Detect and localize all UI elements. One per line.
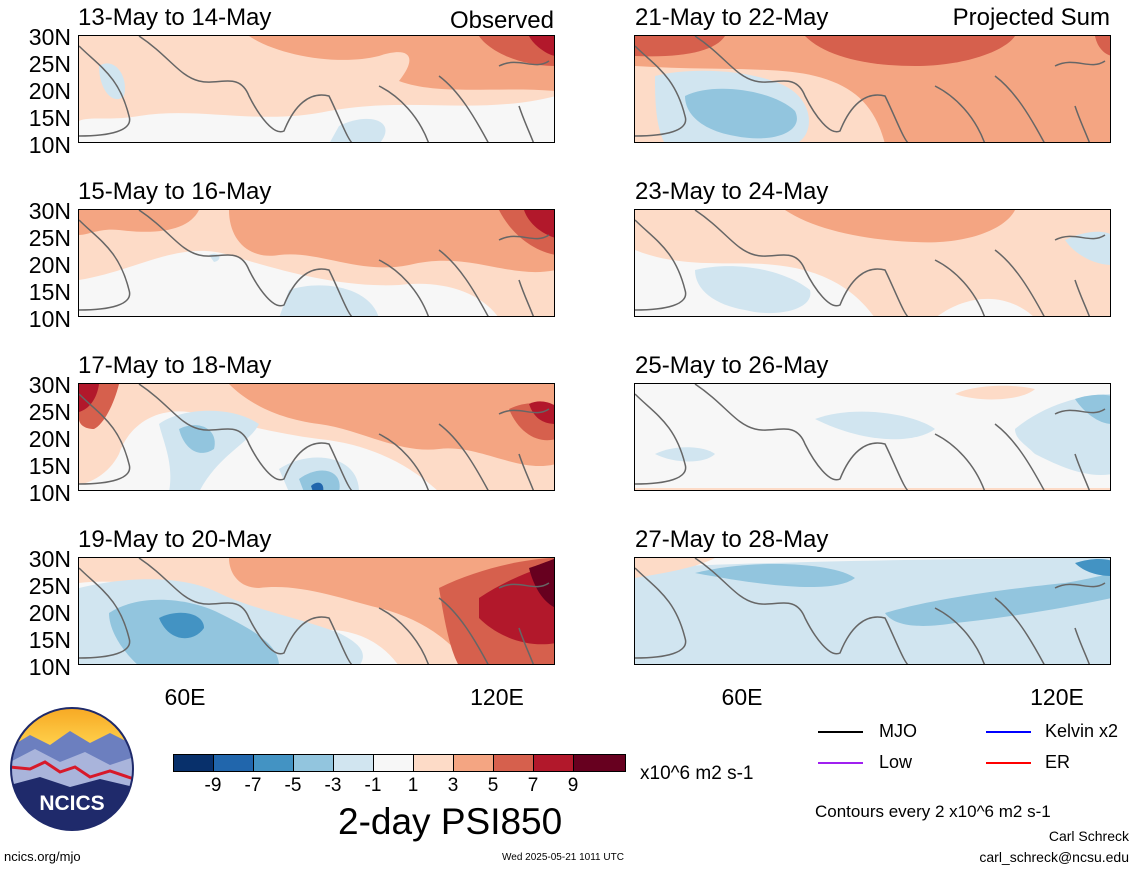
colorbar-swatch [533, 754, 574, 772]
lon-label-left-60e: 60E [164, 684, 206, 710]
colorbar-tick: -1 [364, 775, 382, 796]
map-panel-3 [78, 383, 555, 491]
timestamp: Wed 2025-05-21 1011 UTC [502, 852, 624, 863]
ncics-logo: NCICS [10, 707, 134, 831]
logo-text: NCICS [39, 792, 104, 815]
panel-title-5: 21-May to 22-May [635, 4, 829, 31]
legend-label-mjo: MJO [879, 721, 917, 741]
lat-label: 10N [28, 132, 71, 158]
colorbar-swatch [293, 754, 334, 772]
lat-label: 15N [28, 105, 71, 131]
lat-label: 15N [28, 453, 71, 479]
chart-title: 2-day PSI850 [338, 801, 563, 842]
colorbar-swatch [333, 754, 374, 772]
lon-label-left-120e: 120E [470, 684, 524, 710]
colorbar-swatch [173, 754, 214, 772]
email: carl_schreck@ncsu.edu [979, 849, 1129, 865]
lat-label: 20N [28, 600, 71, 626]
colorbar-swatch [453, 754, 494, 772]
colorbar-swatch [413, 754, 454, 772]
map-panel-1 [78, 35, 555, 143]
legend-line-mjo [818, 731, 863, 733]
colorbar-tick: 7 [527, 775, 539, 796]
panel-title-1: 13-May to 14-May [78, 4, 272, 31]
colorbar-tick: -7 [244, 775, 262, 796]
colorbar-tick: -9 [204, 775, 222, 796]
lat-label: 10N [28, 306, 71, 332]
site-link[interactable]: ncics.org/mjo [4, 849, 81, 864]
lat-label: 25N [28, 399, 71, 425]
colorbar-swatch [573, 754, 626, 772]
panel-title-6: 23-May to 24-May [635, 178, 829, 205]
colorbar-tick: 1 [407, 775, 419, 796]
lat-label: 30N [28, 24, 71, 50]
lat-label: 30N [28, 546, 71, 572]
contour-note: Contours every 2 x10^6 m2 s-1 [815, 802, 1051, 821]
colorbar-tick: 5 [487, 775, 499, 796]
lat-label: 20N [28, 78, 71, 104]
panel-title-8: 27-May to 28-May [635, 526, 829, 553]
colorbar-tick: -3 [324, 775, 342, 796]
lon-label-right-60e: 60E [721, 684, 763, 710]
map-panel-2 [78, 209, 555, 317]
projected-label: Projected Sum [952, 4, 1110, 31]
colorbar-tick: 9 [567, 775, 579, 796]
lat-label: 15N [28, 279, 71, 305]
colorbar-swatch [373, 754, 414, 772]
colorbar-units: x10^6 m2 s-1 [640, 763, 754, 784]
colorbar-tick: 3 [447, 775, 459, 796]
lon-label-right-120e: 120E [1030, 684, 1084, 710]
panel-title-7: 25-May to 26-May [635, 352, 829, 379]
panel-title-2: 15-May to 16-May [78, 178, 272, 205]
panel-title-3: 17-May to 18-May [78, 352, 272, 379]
colorbar-tick: -5 [284, 775, 302, 796]
colorbar-swatch [253, 754, 294, 772]
author: Carl Schreck [1048, 828, 1129, 844]
lat-label: 15N [28, 627, 71, 653]
lat-label: 20N [28, 426, 71, 452]
observed-label: Observed [449, 7, 554, 34]
lat-label: 25N [28, 573, 71, 599]
map-panel-8 [634, 557, 1111, 665]
colorbar-swatch [213, 754, 254, 772]
map-panel-5 [634, 35, 1111, 143]
lat-label: 30N [28, 198, 71, 224]
legend-line-er [986, 762, 1031, 764]
lat-label: 25N [28, 225, 71, 251]
legend-label-er: ER [1045, 752, 1071, 772]
legend-line-low [818, 762, 863, 764]
lat-label: 20N [28, 252, 71, 278]
legend-label-low: Low [879, 752, 913, 772]
map-panel-6 [634, 209, 1111, 317]
lat-label: 30N [28, 372, 71, 398]
lat-label: 10N [28, 654, 71, 680]
legend-label-kelvin: Kelvin x2 [1045, 721, 1119, 741]
map-panel-7 [634, 383, 1111, 491]
legend-line-kelvin [986, 731, 1031, 733]
map-panel-4 [78, 557, 555, 665]
colorbar-swatch [493, 754, 534, 772]
panel-title-4: 19-May to 20-May [78, 526, 272, 553]
lat-label: 25N [28, 51, 71, 77]
lat-label: 10N [28, 480, 71, 506]
